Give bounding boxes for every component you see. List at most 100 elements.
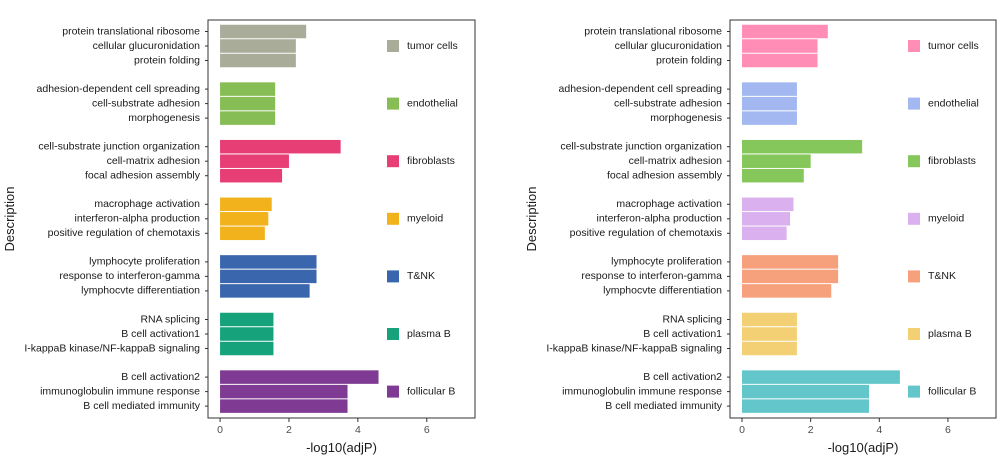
legend-swatch (387, 97, 399, 110)
category-label: macrophage activation (94, 198, 200, 210)
category-label: RNA splicing (140, 313, 200, 325)
x-tick-label: 6 (945, 424, 951, 436)
category-label: positive regulation of chemotaxis (48, 227, 200, 239)
bar (742, 255, 839, 269)
category-label: cell-substrate adhesion (614, 97, 722, 109)
category-label: macrophage activation (616, 198, 722, 210)
category-label: protein translational ribosome (62, 25, 200, 37)
bar (742, 284, 832, 298)
x-axis-title: -log10(adjP) (828, 440, 899, 455)
category-label: lymphocyte proliferation (611, 256, 722, 268)
category-label: protein folding (656, 54, 722, 66)
legend-swatch (908, 212, 920, 225)
category-label: cell-substrate junction organization (38, 140, 200, 152)
legend-swatch (387, 270, 399, 283)
legend-label: endothelial (407, 97, 458, 109)
legend-swatch (908, 155, 920, 168)
category-label: cell-matrix adhesion (107, 155, 201, 167)
bar (742, 327, 797, 341)
bar (742, 139, 863, 154)
category-label: lymphocvte differentiation (603, 285, 722, 297)
chart-panel-left: protein translational ribosome cellular g… (2, 19, 476, 455)
bar (742, 168, 804, 183)
bar (220, 53, 296, 68)
bar (742, 96, 797, 111)
category-label: interferon-alpha production (597, 213, 723, 225)
bar (742, 24, 828, 39)
legend-label: plasma B (928, 328, 972, 340)
bar (220, 370, 379, 384)
legend-label: tumor cells (928, 40, 979, 52)
category-label: lymphocvte differentiation (81, 285, 200, 297)
bar (742, 370, 900, 384)
category-label: focal adhesion assembly (607, 169, 723, 181)
category-label: protein translational ribosome (584, 25, 722, 37)
bar (220, 139, 341, 154)
legend-swatch (387, 328, 399, 340)
legend-label: fibroblasts (407, 155, 455, 167)
category-label: interferon-alpha production (75, 213, 201, 225)
bar (220, 384, 348, 399)
bar (220, 197, 272, 212)
x-tick-label: 2 (286, 424, 292, 436)
legend-label: myeloid (407, 213, 443, 225)
legend-swatch (908, 270, 920, 283)
category-label: response to interferon-gamma (581, 270, 722, 282)
bar (220, 82, 276, 96)
category-label: B cell activation2 (643, 371, 722, 383)
legend-swatch (387, 155, 399, 168)
category-label: lymphocyte proliferation (89, 256, 200, 268)
bar (742, 154, 811, 168)
bar (220, 226, 265, 241)
bar (742, 384, 870, 399)
y-axis-title: Description (524, 186, 539, 251)
category-label: adhesion-dependent cell spreading (559, 83, 723, 95)
bar (220, 327, 274, 341)
x-tick-label: 4 (355, 424, 361, 436)
legend-swatch (387, 40, 399, 52)
category-label: protein folding (134, 54, 200, 66)
legend-label: T&NK (407, 270, 435, 282)
legend-swatch (387, 212, 399, 225)
bar (742, 53, 818, 68)
bar (220, 255, 317, 269)
bar (742, 399, 870, 413)
legend-label: fibroblasts (928, 155, 976, 167)
bar (220, 284, 310, 298)
category-label: immunoglobulin immune response (40, 385, 200, 397)
legend-label: tumor cells (407, 40, 458, 52)
legend-swatch (908, 40, 920, 52)
category-label: response to interferon-gamma (59, 270, 200, 282)
category-label: I-kappaB kinase/NF-kappaB signaling (546, 342, 722, 354)
legend-label: T&NK (928, 270, 956, 282)
bar (742, 111, 797, 125)
bar (742, 226, 787, 241)
chart-panel-right: protein translational ribosome cellular g… (524, 19, 997, 455)
category-label: positive regulation of chemotaxis (570, 227, 722, 239)
category-label: B cell activation1 (643, 328, 722, 340)
category-label: adhesion-dependent cell spreading (37, 83, 201, 95)
category-label: cell-matrix adhesion (629, 155, 723, 167)
bar (220, 111, 276, 125)
bar (220, 168, 283, 183)
bar (220, 39, 296, 53)
bar (742, 39, 818, 53)
legend-label: follicular B (407, 385, 455, 397)
category-label: immunoglobulin immune response (562, 385, 722, 397)
legend-swatch (908, 97, 920, 110)
bar (220, 154, 289, 168)
y-axis-title: Description (2, 186, 17, 251)
category-label: B cell activation2 (121, 371, 200, 383)
legend-swatch (387, 385, 399, 398)
legend-label: follicular B (928, 385, 976, 397)
category-label: cell-substrate adhesion (92, 97, 200, 109)
category-label: cell-substrate junction organization (560, 140, 722, 152)
bar (220, 96, 276, 111)
bar (220, 24, 307, 39)
x-tick-label: 0 (739, 424, 745, 436)
bar (220, 212, 269, 226)
legend-label: endothelial (928, 97, 979, 109)
bar (220, 341, 274, 356)
bar (742, 212, 791, 226)
x-tick-label: 0 (217, 424, 223, 436)
